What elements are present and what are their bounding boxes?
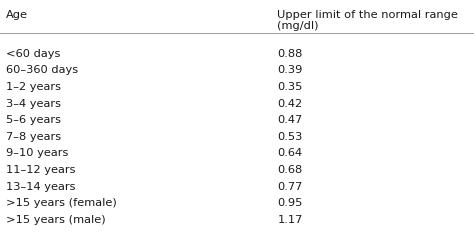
Text: 0.77: 0.77: [277, 182, 303, 192]
Text: >15 years (female): >15 years (female): [6, 198, 117, 208]
Text: <60 days: <60 days: [6, 49, 60, 59]
Text: 0.39: 0.39: [277, 65, 303, 75]
Text: 0.35: 0.35: [277, 82, 303, 92]
Text: 0.42: 0.42: [277, 99, 302, 109]
Text: 0.95: 0.95: [277, 198, 303, 208]
Text: 1–2 years: 1–2 years: [6, 82, 61, 92]
Text: 0.68: 0.68: [277, 165, 302, 175]
Text: 11–12 years: 11–12 years: [6, 165, 75, 175]
Text: 9–10 years: 9–10 years: [6, 148, 68, 158]
Text: Age: Age: [6, 10, 27, 20]
Text: 3–4 years: 3–4 years: [6, 99, 61, 109]
Text: 13–14 years: 13–14 years: [6, 182, 75, 192]
Text: 0.64: 0.64: [277, 148, 302, 158]
Text: 5–6 years: 5–6 years: [6, 115, 61, 125]
Text: 60–360 days: 60–360 days: [6, 65, 78, 75]
Text: Upper limit of the normal range
(mg/dl): Upper limit of the normal range (mg/dl): [277, 10, 458, 31]
Text: 0.47: 0.47: [277, 115, 302, 125]
Text: 0.53: 0.53: [277, 132, 303, 142]
Text: >15 years (male): >15 years (male): [6, 215, 105, 225]
Text: 1.17: 1.17: [277, 215, 303, 225]
Text: 7–8 years: 7–8 years: [6, 132, 61, 142]
Text: 0.88: 0.88: [277, 49, 303, 59]
